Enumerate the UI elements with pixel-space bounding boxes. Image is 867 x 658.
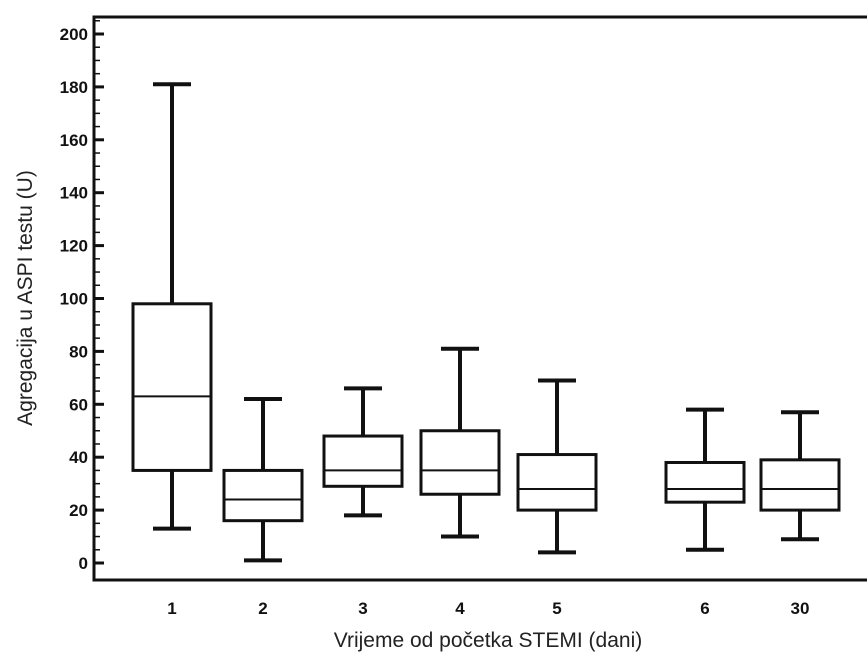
x-tick-label: 6 — [700, 599, 709, 618]
iqr-box — [131, 302, 213, 472]
iqr-box — [222, 468, 304, 523]
y-tick-label: 120 — [60, 237, 88, 256]
y-tick-label: 140 — [60, 184, 88, 203]
x-axis: 1 2 3 4 5 6 30 — [167, 599, 809, 618]
y-tick-label: 40 — [69, 448, 88, 467]
y-axis: 0 20 40 60 80 100 120 140 160 180 200 — [60, 20, 104, 573]
y-tick-label: 60 — [69, 395, 88, 414]
x-tick-label: 30 — [791, 599, 810, 618]
box-1 — [131, 82, 213, 531]
y-tick-label: 80 — [69, 342, 88, 361]
box-4 — [419, 346, 501, 539]
x-tick-label: 3 — [358, 599, 367, 618]
iqr-box — [759, 458, 841, 512]
y-tick-label: 180 — [60, 78, 88, 97]
x-axis-title: Vrijeme od početka STEMI (dani) — [334, 629, 643, 652]
y-tick-label: 100 — [60, 290, 88, 309]
y-tick-label: 20 — [69, 501, 88, 520]
x-tick-label: 4 — [455, 599, 465, 618]
iqr-box — [516, 453, 598, 512]
box-2 — [222, 397, 304, 563]
x-tick-label: 2 — [258, 599, 267, 618]
y-axis-title: Agregacija u ASPI testu (U) — [14, 170, 37, 426]
box-series — [131, 82, 841, 563]
iqr-box — [322, 434, 404, 488]
x-tick-label: 1 — [167, 599, 176, 618]
box-6 — [664, 407, 746, 552]
x-tick-label: 5 — [552, 599, 561, 618]
box-5 — [516, 378, 598, 555]
iqr-box — [664, 460, 746, 504]
box-30 — [759, 410, 841, 542]
y-tick-label: 200 — [60, 25, 88, 44]
y-tick-label: 160 — [60, 131, 88, 150]
box-3 — [322, 386, 404, 518]
iqr-box — [419, 429, 501, 496]
y-tick-label: 0 — [79, 554, 88, 573]
